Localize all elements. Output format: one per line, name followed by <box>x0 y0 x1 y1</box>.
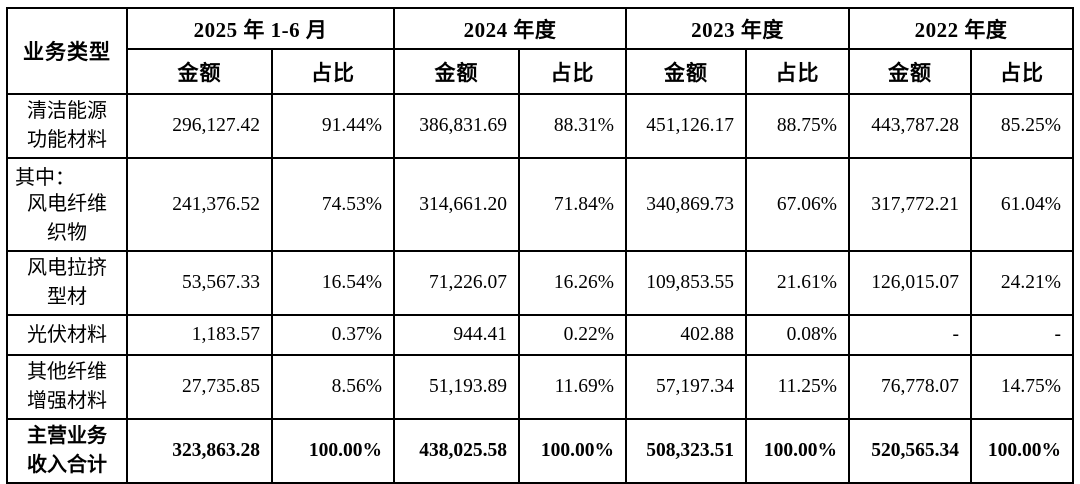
table-cell: 67.06% <box>745 157 850 252</box>
table-cell: 451,126.17 <box>625 93 747 159</box>
column-header-amount-2024: 金额 <box>393 48 520 95</box>
table-cell: 16.26% <box>518 250 627 316</box>
table-row-wind-pultruded-profiles: 风电拉挤 型材 53,567.33 16.54% 71,226.07 16.26… <box>6 250 1074 316</box>
table-cell: 100.00% <box>518 418 627 484</box>
table-cell: 296,127.42 <box>126 93 273 159</box>
column-header-period-2025: 2025 年 1-6 月 <box>126 7 395 50</box>
table-cell: 71.84% <box>518 157 627 252</box>
table-cell: 944.41 <box>393 314 520 356</box>
header-row-subheaders: 金额 占比 金额 占比 金额 占比 金额 占比 <box>7 48 1074 95</box>
column-header-share-2022: 占比 <box>970 48 1074 95</box>
row-label: 主营业务 收入合计 <box>6 418 128 484</box>
table-row-main-business-revenue-total: 主营业务 收入合计 323,863.28 100.00% 438,025.58 … <box>6 418 1074 484</box>
revenue-by-business-type-table: 业务类型 2025 年 1-6 月 2024 年度 2023 年度 2022 年… <box>6 7 1074 484</box>
table-cell: 386,831.69 <box>393 93 520 159</box>
table-cell: 314,661.20 <box>393 157 520 252</box>
table-cell: 8.56% <box>271 354 395 420</box>
table-cell: 0.08% <box>745 314 850 356</box>
table-cell: 51,193.89 <box>393 354 520 420</box>
table-cell: 1,183.57 <box>126 314 273 356</box>
table-cell: 88.31% <box>518 93 627 159</box>
row-label-text: 主营业务 收入合计 <box>27 425 107 476</box>
table-cell: 53,567.33 <box>126 250 273 316</box>
table-cell: 21.61% <box>745 250 850 316</box>
table-cell: 14.75% <box>970 354 1074 420</box>
document-page: 业务类型 2025 年 1-6 月 2024 年度 2023 年度 2022 年… <box>6 7 1074 484</box>
table-cell: 16.54% <box>271 250 395 316</box>
table-cell: 109,853.55 <box>625 250 747 316</box>
table-cell: 91.44% <box>271 93 395 159</box>
row-label-text: 清洁能源 功能材料 <box>27 100 107 151</box>
row-label: 风电拉挤 型材 <box>6 250 128 316</box>
row-label-text: 其他纤维 增强材料 <box>27 361 107 412</box>
row-label-text: 风电拉挤 型材 <box>27 257 107 308</box>
table-cell: 100.00% <box>745 418 850 484</box>
column-header-period-2022: 2022 年度 <box>848 7 1074 50</box>
table-cell: 11.25% <box>745 354 850 420</box>
table-row-clean-energy-materials: 清洁能源 功能材料 296,127.42 91.44% 386,831.69 8… <box>6 93 1074 159</box>
table-cell: 61.04% <box>970 157 1074 252</box>
table-cell: 317,772.21 <box>848 157 972 252</box>
table-row-photovoltaic-materials: 光伏材料 1,183.57 0.37% 944.41 0.22% 402.88 … <box>6 314 1074 356</box>
table-cell: 24.21% <box>970 250 1074 316</box>
table-cell: 241,376.52 <box>126 157 273 252</box>
table-cell: 520,565.34 <box>848 418 972 484</box>
table-cell: 11.69% <box>518 354 627 420</box>
table-cell: 323,863.28 <box>126 418 273 484</box>
column-header-amount-2025: 金额 <box>126 48 273 95</box>
column-header-period-2023: 2023 年度 <box>625 7 850 50</box>
table-cell: 126,015.07 <box>848 250 972 316</box>
column-header-period-2024: 2024 年度 <box>393 7 627 50</box>
column-header-amount-2022: 金额 <box>848 48 972 95</box>
row-label: 清洁能源 功能材料 <box>6 93 128 159</box>
table-cell: - <box>848 314 972 356</box>
table-cell: 438,025.58 <box>393 418 520 484</box>
row-label: 其他纤维 增强材料 <box>6 354 128 420</box>
table-cell: 443,787.28 <box>848 93 972 159</box>
table-cell: 57,197.34 <box>625 354 747 420</box>
table-cell: 100.00% <box>271 418 395 484</box>
table-cell: 0.37% <box>271 314 395 356</box>
table-cell: 100.00% <box>970 418 1074 484</box>
column-header-amount-2023: 金额 <box>625 48 747 95</box>
column-header-share-2025: 占比 <box>271 48 395 95</box>
column-header-share-2023: 占比 <box>745 48 850 95</box>
table-cell: 74.53% <box>271 157 395 252</box>
table-row-other-fiber-reinforced-materials: 其他纤维 增强材料 27,735.85 8.56% 51,193.89 11.6… <box>6 354 1074 420</box>
row-label-text: 风电纤维 织物 <box>27 193 107 244</box>
corner-header-business-type: 业务类型 <box>6 7 128 95</box>
table-cell: 88.75% <box>745 93 850 159</box>
table-cell: 71,226.07 <box>393 250 520 316</box>
table-row-wind-fiber-fabric: 其中： 风电纤维 织物 241,376.52 74.53% 314,661.20… <box>6 157 1074 252</box>
table-cell: 340,869.73 <box>625 157 747 252</box>
table-cell: 27,735.85 <box>126 354 273 420</box>
table-cell: 402.88 <box>625 314 747 356</box>
header-row-periods: 业务类型 2025 年 1-6 月 2024 年度 2023 年度 2022 年… <box>6 7 1074 95</box>
table-cell: 508,323.51 <box>625 418 747 484</box>
table-cell: 76,778.07 <box>848 354 972 420</box>
table-cell: 85.25% <box>970 93 1074 159</box>
row-label-prefix: 其中： <box>15 167 75 189</box>
table-cell: - <box>970 314 1074 356</box>
row-label: 光伏材料 <box>6 314 128 356</box>
row-label: 其中： 风电纤维 织物 <box>6 157 128 252</box>
column-header-share-2024: 占比 <box>518 48 627 95</box>
row-label-text: 光伏材料 <box>27 323 107 346</box>
table-cell: 0.22% <box>518 314 627 356</box>
